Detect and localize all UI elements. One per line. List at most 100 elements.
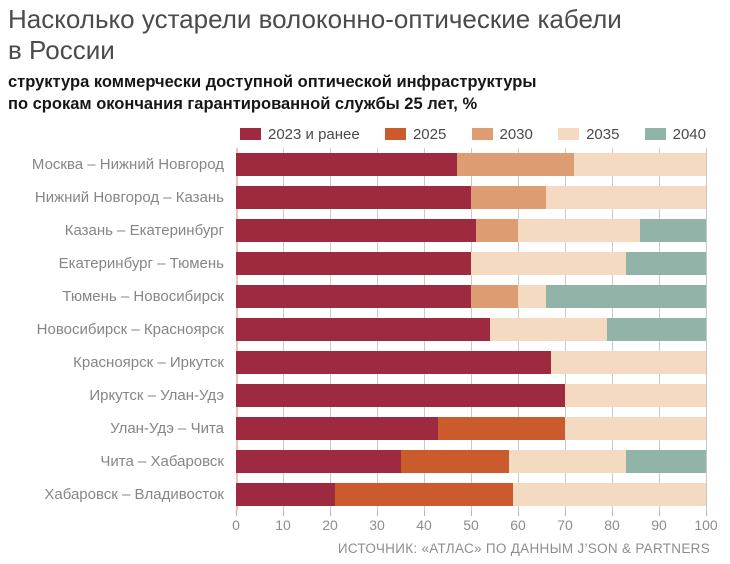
category-label: Иркутск – Улан-Удэ [89,387,224,404]
category-label: Новосибирск – Красноярск [36,321,224,338]
bar-track [236,384,706,407]
x-tick-mark-90 [659,511,660,516]
chart-subtitle: структура коммерчески доступной оптическ… [8,71,710,115]
bar-segment-2025 [438,417,565,440]
legend: 2023 и ранее 2025 2030 2035 2040 [240,124,706,144]
legend-label-2025: 2025 [412,125,447,143]
legend-swatch-2040 [644,128,666,140]
bar-segment-2040 [626,252,706,275]
chart-title-line-1: Насколько устарели волоконно-оптические … [8,4,622,34]
category-label: Чита – Хабаровск [100,453,224,470]
chart-row: Москва – Нижний Новгород [8,148,710,181]
bar-segment-2023-and-earlier [236,153,457,176]
x-tick-label-100: 100 [694,517,718,533]
bar-segment-2035 [550,351,706,374]
chart-row: Красноярск – Иркутск [8,346,710,379]
legend-item-2035: 2035 [558,126,619,143]
x-tick-label-50: 50 [463,517,479,533]
category-label: Тюмень – Новосибирск [62,288,224,305]
bar-segment-2040 [546,285,706,308]
bar-segment-2030 [471,186,547,209]
x-tick-mark-80 [612,511,613,516]
category-label: Казань – Екатеринбург [64,222,224,239]
bar-segment-2035 [546,186,706,209]
chart-row: Хабаровск – Владивосток [8,478,710,511]
category-label: Хабаровск – Владивосток [44,486,224,503]
legend-swatch-2035 [558,128,580,140]
x-tick-label-30: 30 [369,517,385,533]
legend-item-2040: 2040 [644,125,706,143]
chart-row: Чита – Хабаровск [8,445,710,478]
legend-swatch-2025 [384,128,406,140]
x-tick-label-40: 40 [416,517,432,533]
bar-segment-2023-and-earlier [236,252,471,275]
bar-segment-2035 [517,219,641,242]
bar-segment-2035 [471,252,627,275]
legend-item-2030: 2030 [471,126,533,143]
bar-segment-2023-and-earlier [236,186,471,209]
chart-row: Екатеринбург – Тюмень [8,247,710,280]
x-tick-label-10: 10 [275,517,291,533]
chart-row: Казань – Екатеринбург [8,214,710,247]
legend-swatch-2030 [471,128,493,140]
bar-segment-2035 [508,450,627,473]
bar-segment-2035 [564,417,706,440]
category-label: Улан-Удэ – Чита [110,420,224,437]
bar-track [236,318,706,341]
x-tick-mark-40 [424,511,425,516]
chart-row: Иркутск – Улан-Удэ [8,379,710,412]
bar-track [236,153,706,176]
chart-title: Насколько устарели волоконно-оптические … [8,4,710,66]
chart-row: Нижний Новгород – Казань [8,181,710,214]
x-tick-label-80: 80 [604,517,620,533]
plot-area: Москва – Нижний Новгород Нижний Новгород … [8,148,710,511]
x-axis: 0 10 20 30 40 50 60 70 80 90 100 [232,511,718,537]
chart-row: Новосибирск – Красноярск [8,313,710,346]
category-label: Екатеринбург – Тюмень [58,255,224,272]
bar-track [236,417,706,440]
x-tick-mark-0 [236,511,237,516]
bar-segment-2030 [471,285,518,308]
bar-segment-2023-and-earlier [236,351,551,374]
bar-segment-2025 [334,483,514,506]
bar-segment-2023-and-earlier [236,384,565,407]
category-label: Красноярск – Иркутск [73,354,224,371]
x-tick-mark-30 [377,511,378,516]
bar-segment-2023-and-earlier [236,417,439,440]
bar-segment-2035 [565,384,706,407]
x-tick-label-70: 70 [557,517,573,533]
x-tick-label-20: 20 [322,517,338,533]
bar-track [236,219,706,242]
bar-track [236,351,706,374]
bar-track [236,285,706,308]
gridline-100 [706,148,707,511]
x-tick-label-90: 90 [651,517,667,533]
bar-segment-2023-and-earlier [236,483,335,506]
legend-swatch-2023-and-earlier [240,128,261,140]
x-tick-label-0: 0 [232,517,240,533]
bar-segment-2023-and-earlier [236,450,401,473]
legend-item-2023-and-earlier: 2023 и ранее [240,126,360,143]
x-tick-mark-20 [330,511,331,516]
bar-segment-2035 [574,153,706,176]
source-note: ИСТОЧНИК: «АТЛАС» ПО ДАННЫМ J’SON & PART… [337,541,710,556]
bar-segment-2035 [513,483,706,506]
category-label: Нижний Новгород – Казань [34,189,224,206]
bar-segment-2040 [626,450,706,473]
legend-label-2023-and-earlier: 2023 и ранее [268,125,360,143]
bar-segment-2030 [475,219,518,242]
x-tick-mark-10 [283,511,284,516]
x-tick-label-60: 60 [510,517,526,533]
bar-track [236,450,706,473]
legend-label-2035: 2035 [586,125,620,143]
chart-subtitle-line-2: по срокам окончания гарантированной служ… [8,95,478,113]
legend-item-2025: 2025 [384,125,447,143]
chart-title-line-2: в России [8,35,115,65]
bar-segment-2023-and-earlier [236,285,471,308]
legend-label-2040: 2040 [672,125,706,143]
bar-segment-2023-and-earlier [236,219,476,242]
bar-segment-2040 [640,219,706,242]
bar-track [236,186,706,209]
x-tick-mark-50 [471,511,472,516]
